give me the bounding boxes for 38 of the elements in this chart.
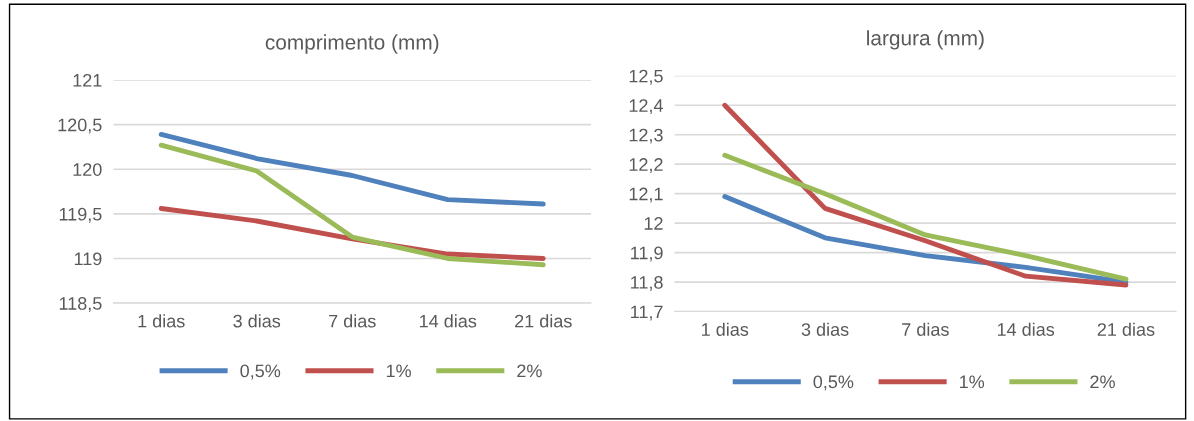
y-tick-label: 12,4 [629, 99, 663, 115]
legend-label: 1% [960, 375, 985, 389]
y-tick-label: 118,5 [59, 297, 102, 312]
x-tick-label: 7 dias [329, 314, 376, 328]
y-tick-label: 12,2 [629, 158, 663, 174]
x-tick-label: 14 dias [997, 322, 1055, 336]
y-tick-label: 121 [73, 73, 102, 87]
x-tick-label: 3 dias [801, 322, 849, 336]
y-tick-label: 120 [73, 163, 102, 176]
legend-label: 2% [517, 364, 542, 378]
y-tick-label: 12,1 [629, 187, 663, 203]
y-tick-label: 11,8 [631, 276, 663, 291]
line-series [722, 152, 1129, 282]
x-tick-label: 7 dias [902, 322, 949, 336]
legend-label: 0,5% [813, 375, 854, 391]
legend-label: 2% [1090, 375, 1115, 389]
chart-title: comprimento (mm) [265, 34, 439, 54]
x-tick-label: 1 dias [138, 314, 185, 328]
y-tick-label: 120,5 [58, 118, 102, 134]
y-tick-label: 11,7 [631, 305, 663, 321]
y-tick-label: 12 [644, 217, 663, 230]
y-tick-label: 12,3 [629, 128, 663, 144]
chart-title: largura (mm) [867, 30, 984, 50]
y-tick-label: 12,5 [629, 69, 663, 85]
x-tick-label: 1 dias [702, 322, 749, 336]
y-tick-label: 119 [74, 252, 102, 266]
y-tick-label: 119,5 [59, 207, 102, 223]
x-tick-label: 3 dias [233, 314, 281, 328]
legend-label: 0,5% [240, 364, 281, 380]
x-tick-label: 21 dias [1097, 322, 1155, 336]
x-tick-label: 21 dias [515, 314, 572, 328]
line-series [158, 142, 546, 268]
line-series [158, 132, 546, 207]
line-series [722, 102, 1129, 288]
y-tick-label: 11,9 [631, 246, 663, 262]
x-tick-label: 14 dias [420, 314, 477, 328]
line-series [722, 194, 1129, 285]
legend-label: 1% [386, 364, 411, 378]
